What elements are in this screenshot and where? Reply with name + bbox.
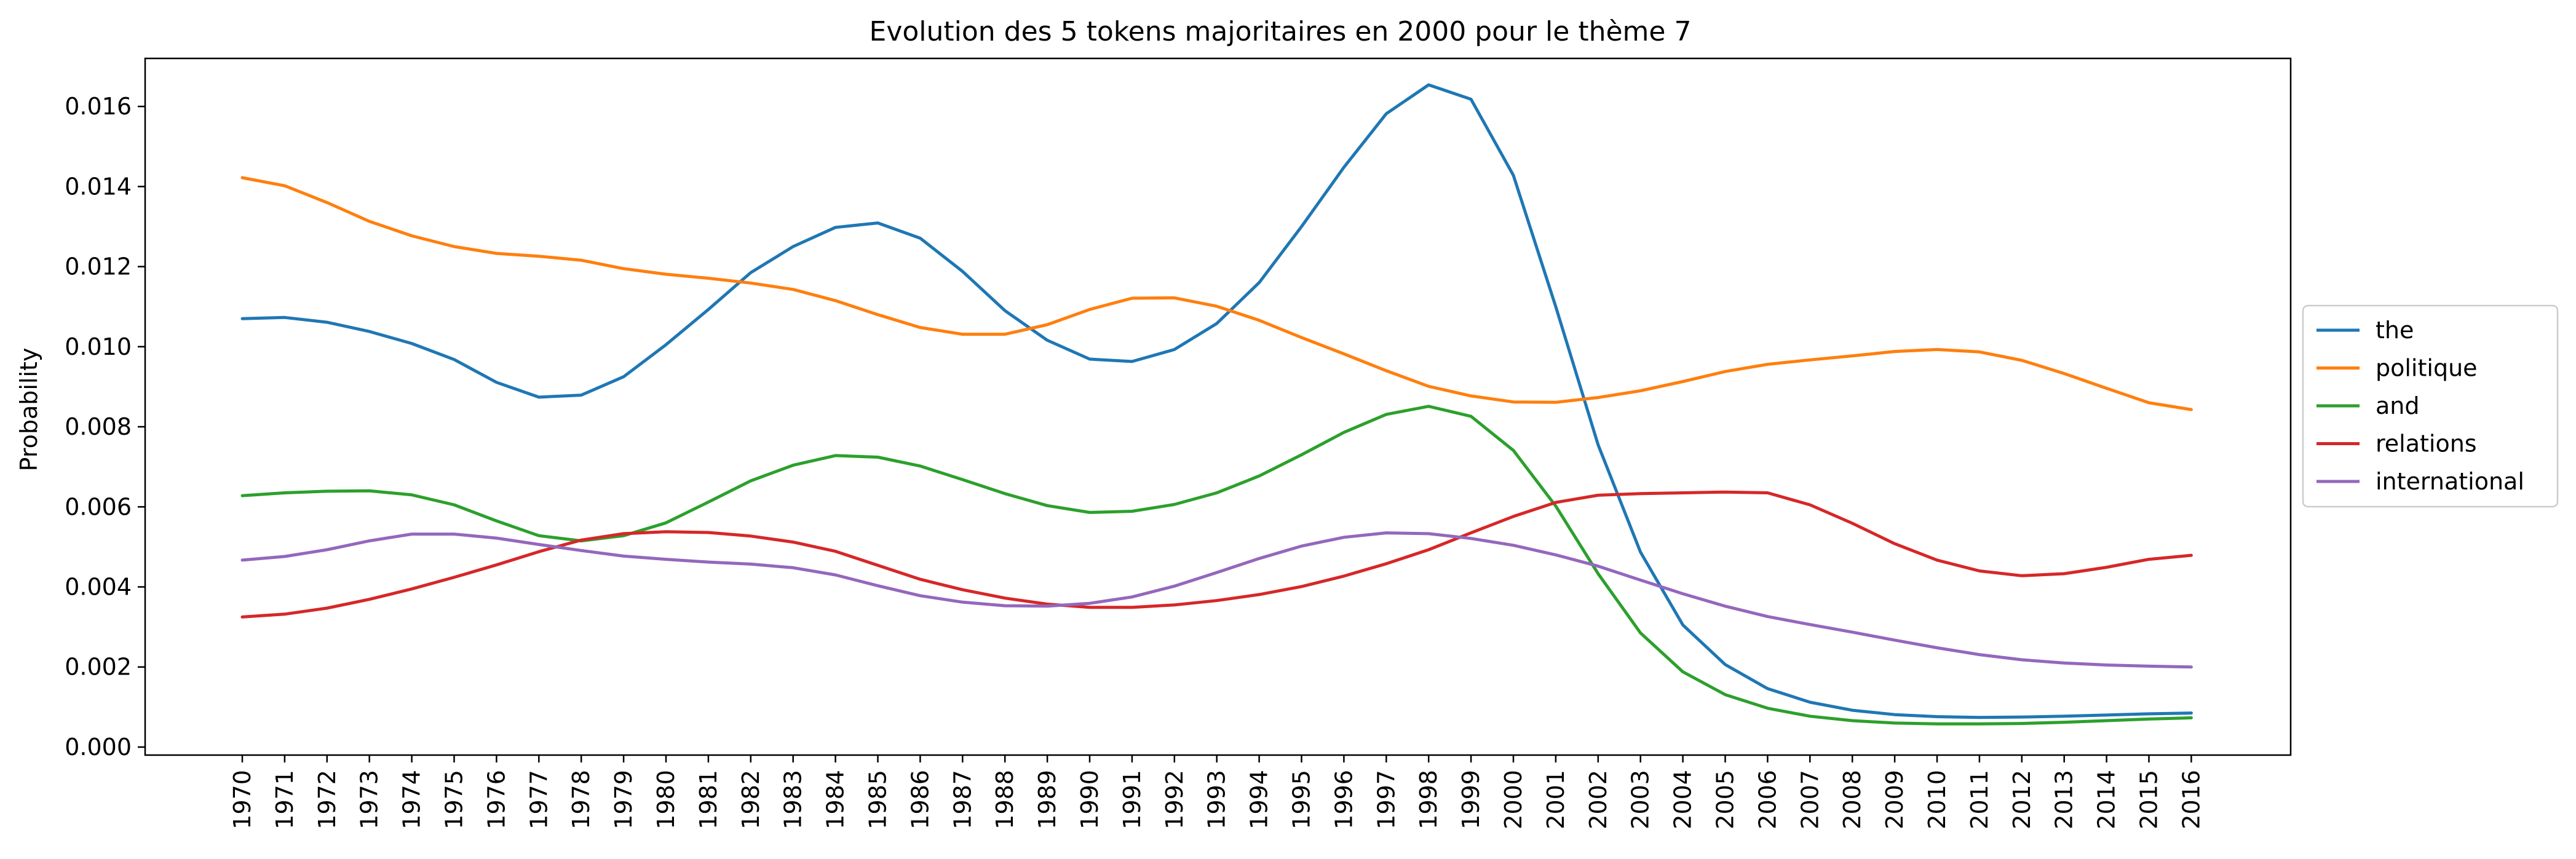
x-tick-label: 2002 [1585,770,1612,829]
x-tick-label: 2003 [1627,770,1654,829]
x-tick-label: 2015 [2136,770,2163,829]
x-tick-label: 2001 [1542,770,1569,829]
x-tick-label: 1994 [1246,770,1273,829]
x-tick-label: 1992 [1161,770,1188,829]
y-tick-label: 0.002 [65,654,132,681]
x-tick-label: 2004 [1670,770,1697,829]
legend-label-the: the [2376,317,2414,344]
x-tick-label: 1978 [568,770,595,829]
x-tick-label: 2005 [1712,770,1739,829]
y-tick-label: 0.016 [65,93,132,120]
x-tick-label: 1975 [441,770,468,829]
legend-label-relations: relations [2376,430,2477,457]
x-tick-label: 2011 [1966,770,1993,829]
legend-label-international: international [2376,468,2524,495]
x-tick-label: 1977 [525,770,552,829]
x-tick-label: 1982 [737,770,764,829]
x-tick-label: 2008 [1839,770,1866,829]
x-tick-label: 2010 [1924,770,1951,829]
x-tick-label: 1970 [229,770,256,829]
legend-label-politique: politique [2376,355,2478,382]
x-tick-label: 2014 [2093,770,2120,829]
x-tick-label: 1983 [780,770,807,829]
x-tick-label: 1972 [314,770,341,829]
legend: the politique and relations international [2302,304,2559,508]
x-tick-label: 2013 [2051,770,2078,829]
x-tick-label: 1990 [1076,770,1103,829]
x-tick-label: 1984 [822,770,849,829]
x-tick-label: 1995 [1288,770,1315,829]
y-tick-label: 0.006 [65,493,132,520]
x-tick-label: 1991 [1119,770,1146,829]
plot-frame [144,57,2292,756]
x-tick-label: 2016 [2178,770,2205,829]
series-line-relations [240,490,2193,619]
x-tick-label: 2007 [1796,770,1823,829]
legend-label-and: and [2376,392,2420,419]
x-tick-label: 1997 [1373,770,1400,829]
plot-area: 0.000 0.002 0.004 0.006 0.008 0.010 0.012 0.014… [65,57,2292,829]
series-line-politique [240,176,2193,411]
x-tick-label: 1999 [1457,770,1484,829]
y-tick-label: 0.004 [65,574,132,601]
y-tick-label: 0.012 [65,253,132,280]
x-tick-label: 1976 [483,770,510,829]
x-tick-label: 2006 [1754,770,1781,829]
x-tick-label: 1973 [356,770,383,829]
y-tick-label: 0.014 [65,173,132,200]
series-line-and [240,405,2193,726]
x-tick-label: 1993 [1203,770,1231,829]
x-tick-label: 1981 [695,770,722,829]
chart-title: Evolution des 5 tokens majoritaires en 2… [870,16,1692,47]
x-tick-label: 2009 [1881,770,1908,829]
y-axis-label: Probability [15,348,42,472]
x-tick-label: 1985 [865,770,892,829]
x-tick-label: 1988 [991,770,1018,829]
x-tick-label: 1998 [1415,770,1442,829]
x-tick-label: 2012 [2008,770,2035,829]
x-tick-label: 1986 [906,770,933,829]
series-line-the [240,83,2193,719]
x-tick-label: 1971 [271,770,298,829]
y-tick-label: 0.000 [65,734,132,761]
y-axis: 0.000 0.002 0.004 0.006 0.008 0.010 0.012 0.014… [65,93,145,761]
x-tick-label: 1989 [1034,770,1061,829]
x-tick-label: 1979 [610,770,637,829]
y-tick-label: 0.010 [65,333,132,360]
series-line-international [240,531,2193,669]
x-tick-label: 1980 [652,770,680,829]
x-axis: 1970 1971 1972 1973 1974 1975 1976 1977 1978 1979… [229,755,2205,829]
x-tick-label: 1974 [398,770,426,829]
x-tick-label: 1996 [1330,770,1357,829]
legend-box [2302,304,2559,508]
y-tick-label: 0.008 [65,413,132,440]
x-tick-label: 2000 [1500,770,1527,829]
x-tick-label: 1987 [949,770,976,829]
